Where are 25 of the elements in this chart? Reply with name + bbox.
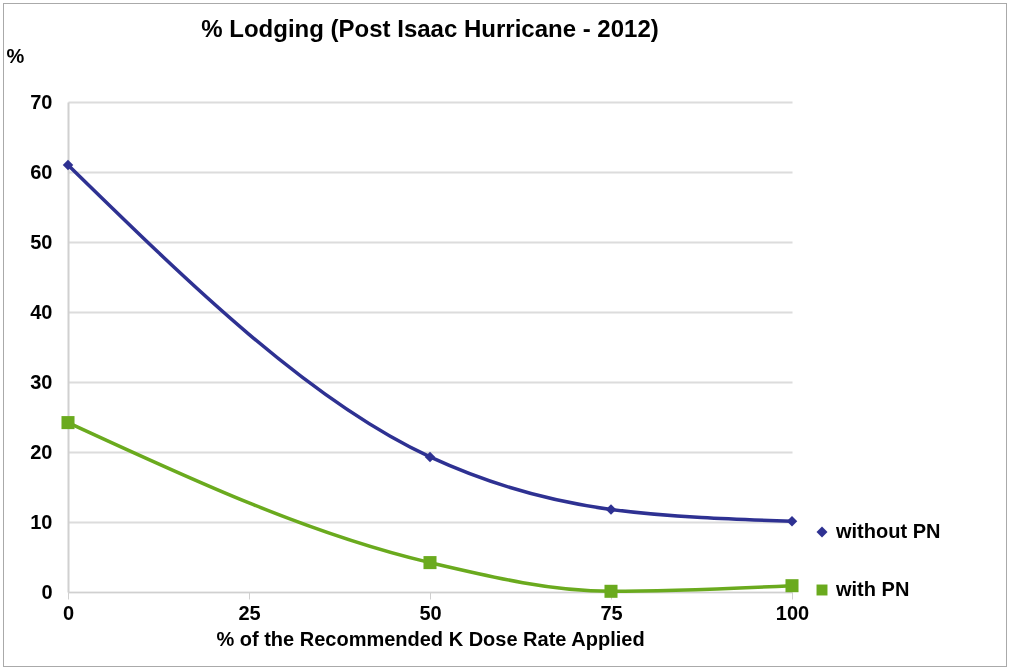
x-tick-label: 0 [62, 601, 75, 624]
x-tick-label: 25 [238, 601, 261, 624]
y-tick-label: 40 [30, 300, 53, 323]
x-tick-label: 100 [775, 601, 810, 624]
y-tick-label: 60 [30, 160, 53, 183]
point [423, 556, 437, 570]
point [605, 504, 617, 515]
y-tick-label: 20 [30, 440, 53, 463]
point [61, 416, 75, 430]
point [424, 451, 436, 463]
y-tick-label: 30 [30, 370, 53, 393]
point [62, 159, 74, 171]
chart-title: % Lodging (Post Isaac Hurricane - 2012) [201, 15, 659, 42]
point [785, 579, 799, 593]
x-tick-label: 75 [600, 601, 623, 624]
legend-label: with PN [835, 578, 910, 600]
y-tick-label: 50 [30, 230, 53, 253]
x-axis-title: % of the Recommended K Dose Rate Applied [216, 627, 645, 650]
y-tick-label: 70 [30, 90, 53, 113]
y-tick-label: 10 [30, 510, 53, 533]
legend-label: without PN [835, 520, 941, 542]
point [604, 584, 618, 598]
x-tick-label: 50 [419, 601, 442, 624]
y-axis-title: % [6, 44, 25, 67]
y-tick-label: 0 [41, 580, 53, 603]
